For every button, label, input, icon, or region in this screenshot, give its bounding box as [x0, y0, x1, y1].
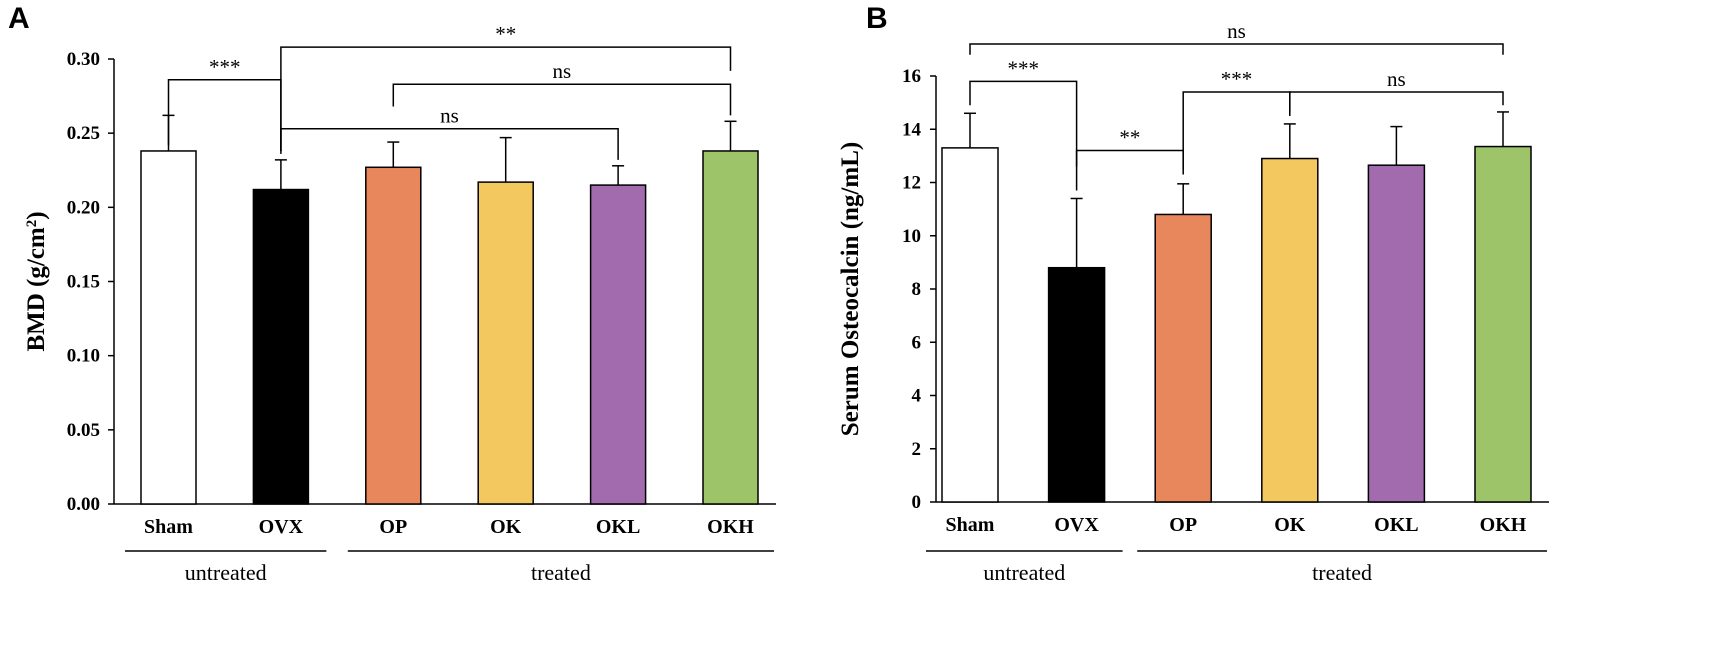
- panel-b-y-tick-label: 2: [912, 439, 922, 460]
- panel-a-category-label: OVX: [259, 516, 304, 538]
- panel-b-category-label: OKH: [1480, 514, 1527, 536]
- panel-a-chart: 0.00 0.05 0.10 0.15 0.20 0.25 0.30 BMD (g/cm2) S…: [23, 22, 776, 585]
- panel-b-y-tick-label: 4: [912, 386, 922, 407]
- panel-a-significance-label: **: [495, 22, 516, 46]
- panel-b-letter: B: [866, 2, 888, 35]
- panel-a-y-tick-label: 0.20: [67, 197, 100, 218]
- panel-b-bar-ovx: [1047, 266, 1106, 503]
- panel-b-y-tick-label: 10: [902, 226, 921, 247]
- panel-a-bar-ovx: [252, 188, 310, 505]
- panel-a-category-label: OKL: [596, 516, 640, 538]
- panel-b-significance-bracket: [1289, 91, 1504, 114]
- panel-a-category-label: Sham: [144, 516, 193, 538]
- panel-a-significance-label: ***: [209, 55, 241, 79]
- panel-b-y-axis-label: Serum Osteocalcin (ng/mL): [837, 142, 864, 436]
- panel-a-bar-ok: [477, 181, 534, 505]
- panel-a-y-tick-label: 0.25: [67, 123, 100, 144]
- panel-a-category-label: OKH: [707, 516, 754, 538]
- panel-b-significance-label: **: [1119, 126, 1140, 150]
- panel-a-category-label: OK: [490, 516, 522, 538]
- panel-a-y-axis-label: BMD (g/cm2): [23, 211, 50, 351]
- panel-a-significance-bracket: [280, 46, 732, 151]
- panel-b-bar-sham: [941, 147, 999, 503]
- panel-b-category-label: OKL: [1374, 514, 1418, 536]
- panel-b-group-label: treated: [1312, 560, 1372, 585]
- panel-b-y-tick-label: 0: [912, 492, 922, 513]
- panel-b-significance-label: ***: [1221, 67, 1253, 91]
- panel-b-y-tick-label: 12: [902, 173, 921, 194]
- panel-b-chart: 0 2 4 6 8 10 12 14 16 Serum Osteocalcin (ng/mL) Sh…: [837, 19, 1549, 585]
- panel-b-y-tick-label: 6: [912, 332, 922, 353]
- panel-b-significance-bracket: [969, 80, 1078, 191]
- panel-a-y-tick-label: 0.05: [67, 420, 100, 441]
- panel-a-bar-okl: [589, 184, 647, 505]
- panel-b-bar-op: [1154, 213, 1212, 503]
- panel-a-bar-sham: [140, 150, 197, 505]
- panel-a-bar-okh: [702, 150, 759, 505]
- panel-b-y-tick-label: 16: [902, 66, 921, 87]
- panel-a-category-label: OP: [379, 516, 407, 538]
- panel-a-y-axis-label-superscript: 2: [24, 220, 40, 228]
- panel-a-group-label: untreated: [185, 560, 267, 585]
- panel-a-y-tick-label: 0.15: [67, 272, 100, 293]
- panel-a-significance-bracket: [392, 83, 732, 116]
- panel-b-significance-bracket: [1182, 91, 1291, 170]
- panel-b-significance-label: ns: [1387, 67, 1406, 91]
- panel-b-significance-bracket: [969, 43, 1504, 55]
- panel-a-y-tick-label: 0.30: [67, 49, 100, 70]
- panel-b-bar-ok: [1261, 157, 1319, 503]
- panel-a-significance-bracket: [280, 127, 619, 160]
- panel-b-y-tick-label: 14: [902, 119, 922, 140]
- panel-a-bar-op: [365, 166, 422, 505]
- panel-a-y-tick-label: 0.10: [67, 346, 100, 367]
- panel-b-significance-bracket: [1075, 149, 1184, 175]
- panel-a-group-label: treated: [531, 560, 591, 585]
- panel-b-category-label: OK: [1274, 514, 1306, 536]
- panel-a-y-tick-label: 0.00: [67, 494, 100, 515]
- panel-b-category-label: Sham: [946, 514, 995, 536]
- panel-b-significance-label: ***: [1008, 56, 1040, 80]
- panel-a-y-axis-label-close: ): [23, 211, 50, 219]
- panel-b-bar-okh: [1474, 145, 1532, 503]
- panel-a-significance-label: ns: [553, 59, 572, 83]
- panel-b-bar-okl: [1367, 164, 1426, 503]
- panel-b-category-label: OVX: [1054, 514, 1099, 536]
- panel-a-significance-label: ns: [440, 104, 459, 128]
- panel-a-letter: A: [8, 2, 30, 35]
- panel-a-significance-bracket: [167, 79, 282, 154]
- panel-b-group-label: untreated: [983, 560, 1065, 585]
- panel-b-y-tick-label: 8: [912, 279, 922, 300]
- panel-b-category-label: OP: [1169, 514, 1197, 536]
- panel-b-significance-label: ns: [1227, 19, 1246, 43]
